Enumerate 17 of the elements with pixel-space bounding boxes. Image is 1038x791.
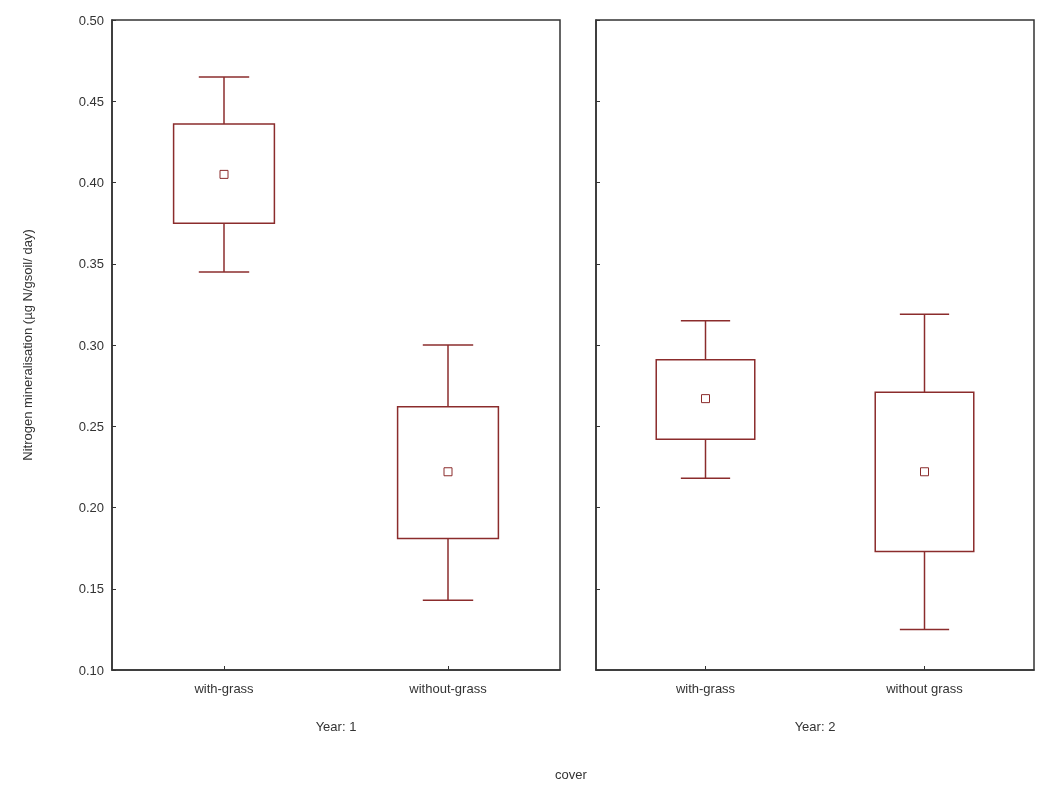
y-tick-label: 0.10: [78, 662, 104, 678]
x-axis-title: Year: 1: [315, 719, 357, 734]
y-tick-label: 0.40: [78, 175, 104, 190]
y-tick-label: 0.30: [78, 337, 104, 353]
y-tick-label: 0.35: [78, 256, 104, 272]
x-tick-label: with-grass: [674, 681, 736, 696]
x-tick-label: without-grass: [408, 681, 488, 696]
y-axis-title: Nitrogen mineralisation (µg N/gsoil/ day): [20, 229, 35, 461]
y-tick-label: 0.15: [78, 581, 104, 597]
x-tick-label: without grass: [885, 681, 964, 696]
y-tick-label: 0.20: [78, 500, 104, 515]
x-tick-label: with-grass: [193, 681, 255, 696]
y-tick-label: 0.45: [78, 93, 104, 109]
y-tick-label: 0.50: [78, 12, 104, 28]
y-tick-label: 0.25: [78, 418, 104, 434]
text: cover: [555, 767, 588, 782]
x-axis-title: Year: 2: [794, 719, 836, 734]
